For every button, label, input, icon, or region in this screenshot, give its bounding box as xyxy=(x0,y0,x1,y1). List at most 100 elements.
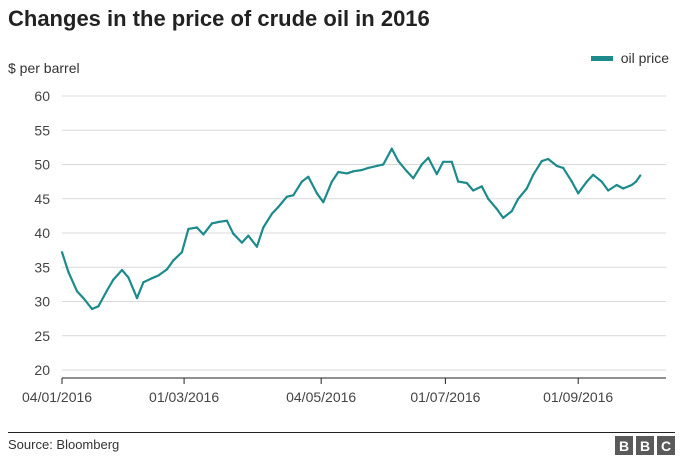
data-point xyxy=(442,160,445,163)
data-point xyxy=(240,241,243,244)
data-point xyxy=(322,201,325,204)
oil-price-line xyxy=(60,147,642,311)
data-point xyxy=(607,189,610,192)
data-point xyxy=(277,205,280,209)
data-point xyxy=(225,219,228,222)
data-point xyxy=(525,187,528,190)
bbc-logo-letter: B xyxy=(636,436,654,455)
data-point xyxy=(450,160,453,163)
y-tick-label: 20 xyxy=(34,362,50,378)
data-point xyxy=(562,166,565,169)
data-point xyxy=(180,251,183,254)
legend-swatch xyxy=(590,55,613,61)
chart-title: Changes in the price of crude oil in 201… xyxy=(8,6,430,31)
data-point xyxy=(465,181,468,185)
y-tick-label: 40 xyxy=(34,225,50,241)
data-point xyxy=(67,270,70,274)
data-point xyxy=(217,220,220,224)
source-note: Source: Bloomberg xyxy=(8,437,120,452)
data-point xyxy=(97,305,100,308)
data-point xyxy=(262,226,265,229)
data-point xyxy=(270,212,273,215)
bbc-logo: B B C xyxy=(615,436,675,455)
data-point xyxy=(577,192,580,195)
legend: oil price xyxy=(590,50,669,66)
data-point xyxy=(75,290,79,293)
data-point xyxy=(487,197,490,200)
data-point xyxy=(165,268,169,271)
data-point xyxy=(60,251,64,254)
data-point xyxy=(600,180,603,183)
data-point xyxy=(292,194,295,197)
data-point xyxy=(307,175,310,178)
data-point xyxy=(82,297,85,300)
data-point xyxy=(120,268,124,272)
y-tick-label: 55 xyxy=(34,122,50,138)
x-tick-label: 01/03/2016 xyxy=(149,389,219,405)
footer-divider xyxy=(8,432,675,433)
data-point xyxy=(195,226,198,229)
data-point xyxy=(570,180,573,183)
data-point xyxy=(127,276,130,279)
x-tick-label: 04/05/2016 xyxy=(286,389,356,405)
data-point xyxy=(517,197,520,200)
data-point xyxy=(457,180,460,183)
data-point xyxy=(630,183,633,187)
data-point xyxy=(480,185,483,188)
bbc-logo-letter: C xyxy=(657,436,675,455)
data-point xyxy=(352,170,355,173)
data-point xyxy=(255,245,258,248)
data-point xyxy=(172,259,175,262)
data-point xyxy=(639,174,642,177)
data-point xyxy=(585,180,588,183)
data-point xyxy=(532,173,535,176)
data-point xyxy=(247,234,250,237)
y-axis-label: $ per barrel xyxy=(8,60,80,76)
data-point xyxy=(330,180,333,183)
data-point xyxy=(427,156,430,159)
y-tick-label: 30 xyxy=(34,294,50,310)
bbc-logo-letter: B xyxy=(615,436,633,455)
data-point xyxy=(502,216,505,219)
data-point xyxy=(285,195,288,198)
x-tick-label: 04/01/2016 xyxy=(22,389,92,405)
y-tick-label: 25 xyxy=(34,328,50,344)
data-point xyxy=(202,233,205,236)
data-point xyxy=(337,170,340,174)
data-point xyxy=(405,170,408,173)
data-point xyxy=(495,207,498,211)
y-tick-label: 60 xyxy=(34,88,50,104)
data-point xyxy=(232,232,235,235)
data-point xyxy=(360,168,363,172)
data-point xyxy=(315,192,318,195)
data-point xyxy=(187,227,190,230)
data-point xyxy=(435,173,438,176)
x-tick-label: 01/09/2016 xyxy=(543,389,613,405)
data-point xyxy=(555,164,558,167)
data-point xyxy=(375,164,378,167)
data-point xyxy=(390,147,393,150)
data-point xyxy=(622,187,625,190)
data-point xyxy=(142,281,145,284)
x-tick-label: 01/07/2016 xyxy=(410,389,480,405)
data-point xyxy=(105,289,109,292)
data-point xyxy=(367,166,370,169)
data-point xyxy=(382,163,385,166)
data-point xyxy=(157,274,160,277)
y-tick-label: 45 xyxy=(34,191,50,207)
data-point xyxy=(420,163,423,166)
data-point xyxy=(90,307,94,311)
data-point xyxy=(540,160,543,163)
data-point xyxy=(345,172,348,175)
data-point xyxy=(300,180,303,183)
legend-label: oil price xyxy=(620,50,669,66)
y-tick-label: 35 xyxy=(34,259,50,275)
data-point xyxy=(510,210,513,213)
data-point xyxy=(472,189,475,192)
data-point xyxy=(592,173,595,176)
data-point xyxy=(112,278,115,281)
oil-price-chart: 20 25 30 35 40 45 50 55 60 04/01/2016 01/03/2016 04… xyxy=(22,88,666,405)
data-point xyxy=(412,177,415,180)
data-point xyxy=(397,160,400,163)
data-point xyxy=(135,297,139,300)
